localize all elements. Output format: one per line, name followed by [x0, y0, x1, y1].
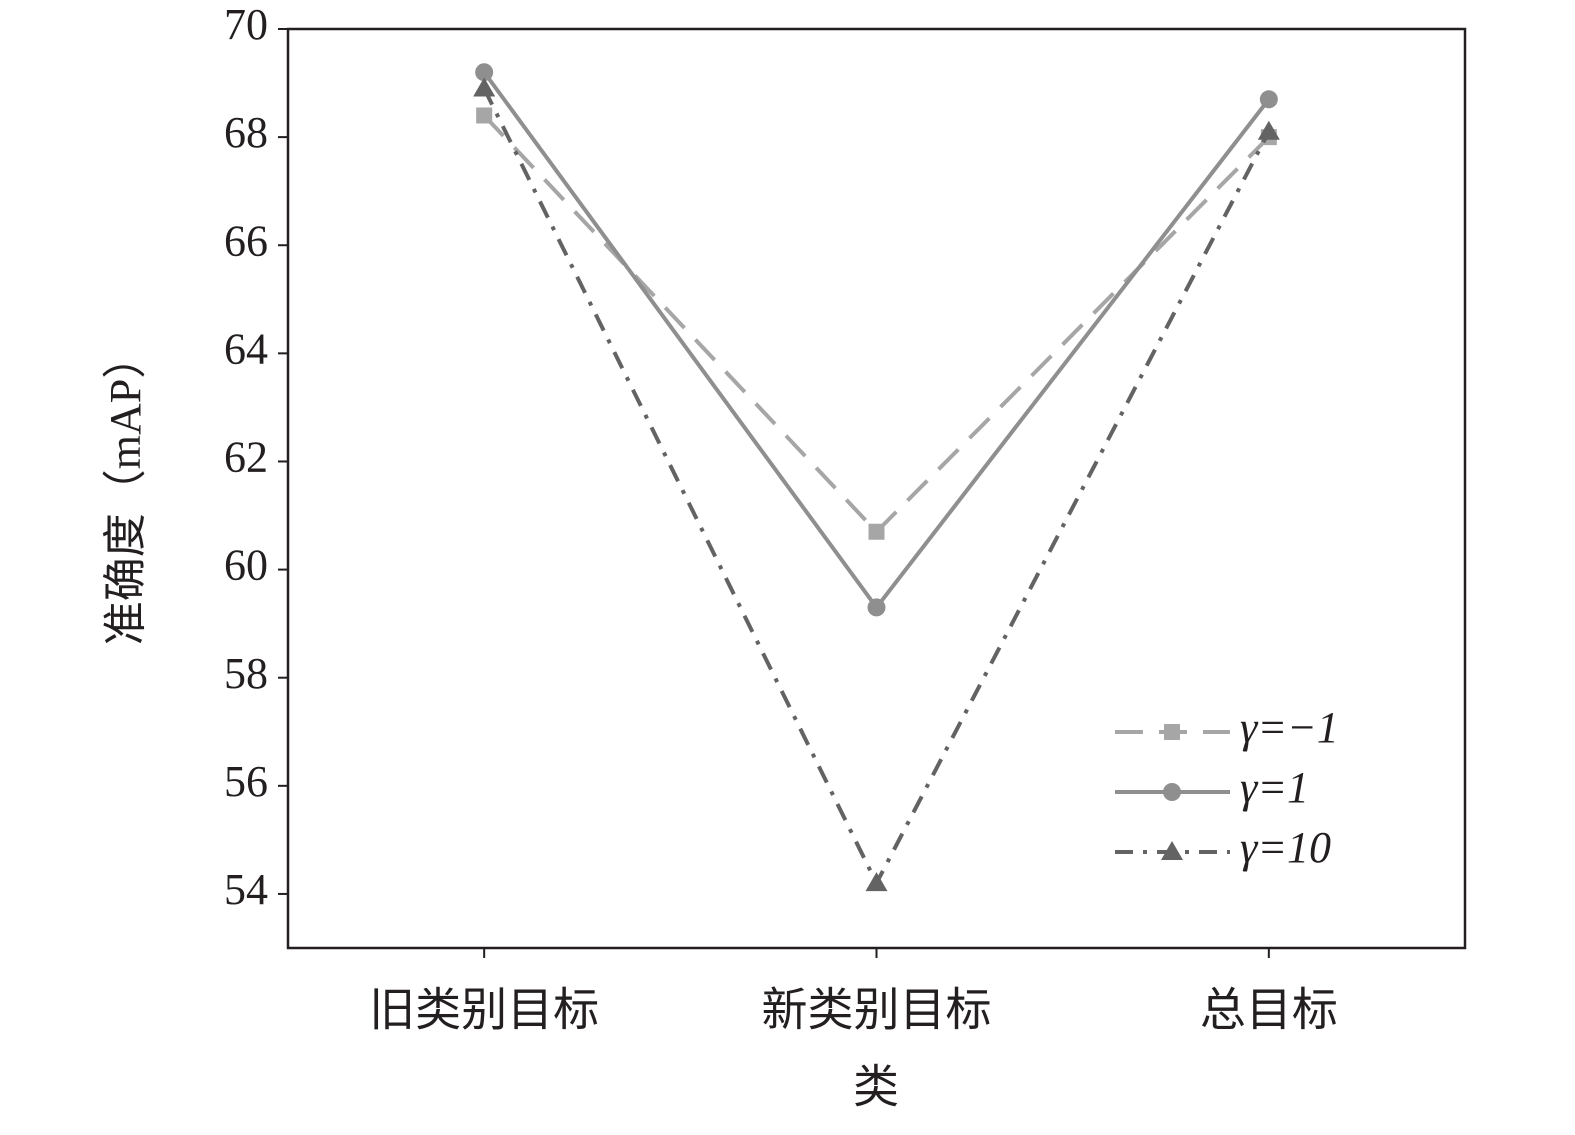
y-tick-label: 54 — [224, 865, 268, 914]
legend-marker — [1164, 724, 1180, 740]
y-tick-label: 60 — [224, 541, 268, 590]
legend-label: γ=−1 — [1240, 703, 1339, 752]
y-tick-label: 68 — [224, 108, 268, 157]
legend-marker — [1161, 841, 1183, 860]
legend-marker — [1163, 783, 1181, 801]
data-point — [475, 63, 494, 82]
series-line — [482, 87, 1271, 888]
data-point — [473, 77, 496, 97]
x-tick-label: 总目标 — [1200, 985, 1338, 1036]
y-tick-label: 62 — [224, 433, 268, 482]
data-point — [868, 523, 885, 540]
legend-label: γ=10 — [1240, 823, 1331, 872]
legend-label: γ=1 — [1240, 763, 1309, 812]
y-tick-label: 56 — [224, 757, 268, 806]
y-tick-label: 58 — [224, 649, 268, 698]
data-point — [1257, 120, 1280, 140]
y-tick-label: 64 — [224, 324, 268, 373]
data-point — [865, 872, 888, 892]
data-point — [867, 598, 886, 617]
x-tick-label: 新类别目标 — [762, 985, 992, 1036]
x-axis-label: 类 — [853, 1062, 899, 1113]
data-point — [1259, 90, 1278, 109]
y-axis-label: 准确度（mAP） — [101, 335, 150, 645]
y-tick-label: 70 — [224, 0, 268, 49]
data-point — [476, 107, 493, 124]
y-tick-label: 66 — [224, 216, 268, 265]
x-tick-label: 旧类别目标 — [369, 985, 599, 1036]
